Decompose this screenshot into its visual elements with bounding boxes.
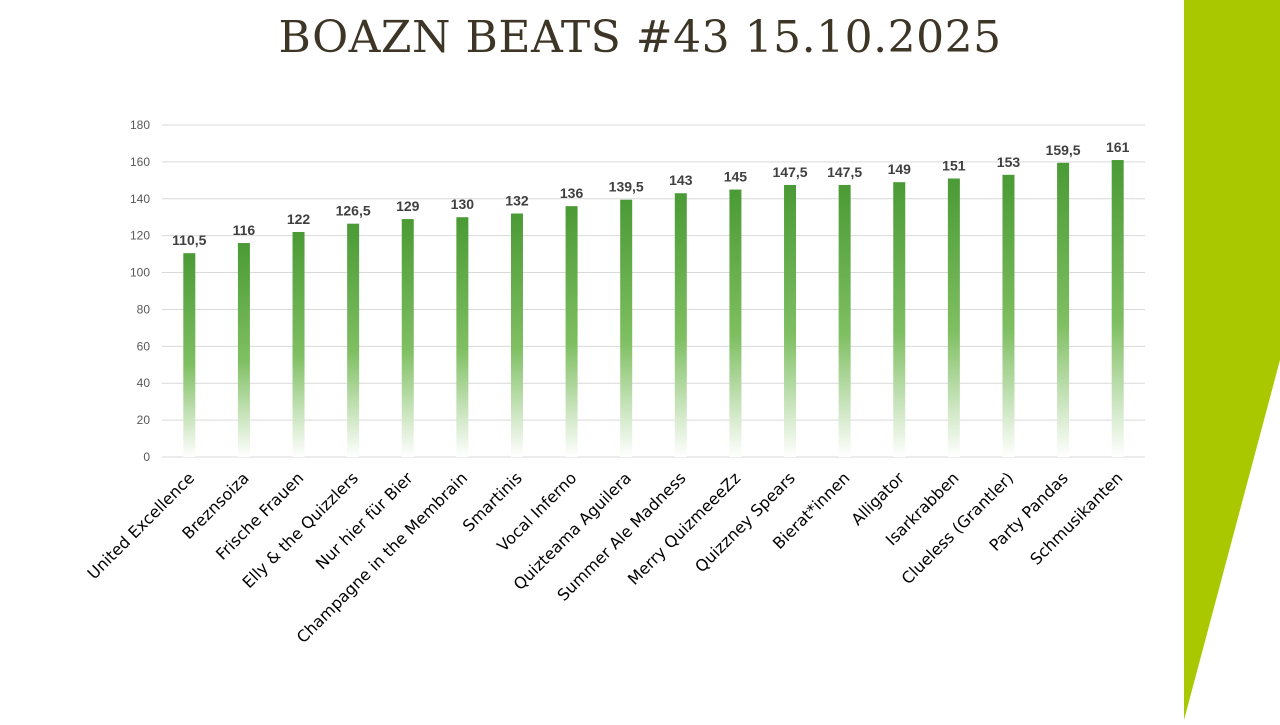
data-label: 126,5 — [336, 203, 371, 219]
data-labels: 110,5 116 122 126,5 129 130 132 136 139,5 143 145 1… — [172, 139, 1129, 248]
category-label: Schmusikanten — [1026, 468, 1126, 568]
y-tick-label: 180 — [130, 118, 150, 132]
bar — [237, 243, 250, 457]
data-label: 116 — [233, 222, 256, 238]
y-tick-label: 80 — [137, 302, 151, 316]
category-label: Nur hier für Bier — [312, 468, 417, 573]
y-tick-label: 20 — [137, 413, 151, 427]
bar — [1111, 160, 1124, 458]
y-tick-label: 0 — [143, 450, 150, 464]
data-label: 149 — [888, 161, 912, 177]
bar — [674, 193, 687, 457]
data-label: 143 — [669, 172, 693, 188]
y-tick-label: 160 — [130, 155, 150, 169]
data-label: 110,5 — [172, 232, 206, 248]
y-tick-label: 120 — [130, 229, 150, 243]
bar — [347, 223, 360, 457]
bar — [947, 178, 960, 457]
y-axis-ticks: 0 20 40 60 80 100 120 140 160 180 — [130, 118, 150, 464]
bar — [401, 219, 414, 457]
data-label: 159,5 — [1046, 142, 1081, 158]
category-label: Quizzney Spears — [691, 468, 799, 576]
data-label: 122 — [287, 211, 311, 227]
bar — [838, 184, 851, 457]
data-label: 153 — [997, 154, 1021, 170]
data-label: 136 — [560, 185, 584, 201]
bars — [183, 160, 1124, 458]
data-label: 130 — [451, 196, 475, 212]
data-label: 132 — [505, 193, 529, 209]
accent-shape — [1180, 0, 1280, 720]
data-label: 151 — [942, 157, 966, 173]
bar — [1002, 174, 1015, 458]
data-label: 129 — [396, 198, 420, 214]
gridlines — [162, 124, 1145, 458]
bar — [729, 189, 742, 458]
bar — [784, 184, 797, 457]
y-tick-label: 60 — [137, 339, 151, 353]
slide-title: BOAZN BEATS #43 15.10.2025 — [278, 12, 1002, 63]
data-label: 139,5 — [609, 179, 644, 195]
data-label: 147,5 — [773, 164, 808, 180]
bar — [292, 231, 305, 457]
data-label: 161 — [1106, 139, 1130, 155]
data-label: 147,5 — [827, 164, 862, 180]
data-label: 145 — [724, 169, 748, 185]
bar — [510, 213, 523, 457]
y-tick-label: 40 — [137, 376, 151, 390]
y-tick-label: 140 — [130, 192, 150, 206]
bar — [565, 206, 578, 457]
bar — [1057, 162, 1070, 458]
bar — [620, 199, 633, 457]
bar — [893, 182, 906, 457]
bar — [456, 217, 469, 457]
bar-chart: 0 20 40 60 80 100 120 140 160 180 110,5 116 122 126,… — [84, 118, 1145, 647]
y-tick-label: 100 — [130, 266, 150, 280]
bar — [183, 253, 196, 457]
